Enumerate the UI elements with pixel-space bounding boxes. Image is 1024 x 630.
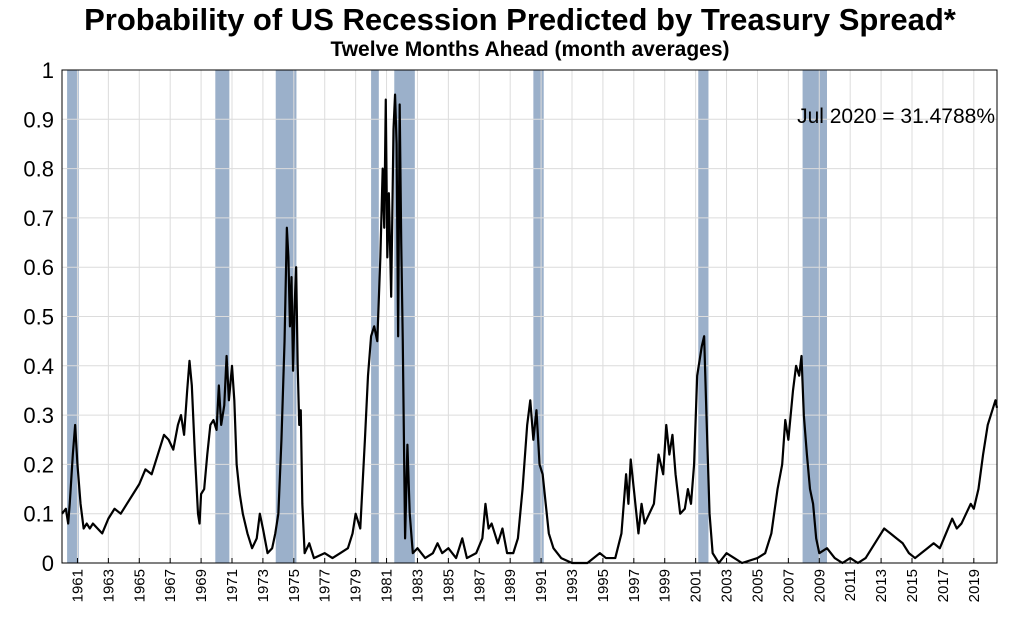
x-tick-label: 1983 (409, 569, 426, 602)
x-tick-label: 2001 (688, 569, 705, 602)
x-tick-label: 1967 (162, 569, 179, 602)
x-tick-label: 1961 (69, 569, 86, 602)
x-tick-label: 2011 (842, 569, 859, 601)
x-tick-label: 2005 (749, 569, 766, 602)
y-tick-label: 0.1 (23, 502, 54, 527)
y-tick-label: 0.9 (23, 107, 54, 132)
annotation: Jul 2020 = 31.4788% (797, 105, 995, 128)
x-tick-label: 1973 (255, 569, 272, 602)
x-tick-label: 1989 (502, 569, 519, 602)
x-tick-label: 1991 (533, 569, 550, 602)
x-tick-label: 1975 (286, 569, 303, 602)
x-tick-label: 1979 (348, 569, 365, 602)
plot-layer (61, 93, 999, 565)
x-tick-label: 1985 (440, 569, 457, 602)
x-tick-label: 1969 (193, 569, 210, 602)
plot-frame (61, 69, 998, 564)
y-tick-label: 0.4 (23, 354, 54, 379)
x-tick-label: 1981 (379, 569, 396, 602)
chart-title: Probability of US Recession Predicted by… (84, 2, 957, 37)
x-tick-label: 2015 (904, 569, 921, 602)
y-tick-label: 0.7 (23, 206, 54, 231)
chart-subtitle: Twelve Months Ahead (month averages) (330, 38, 729, 61)
y-tick-label: 0 (42, 551, 54, 576)
x-tick-label: 1995 (595, 569, 612, 602)
y-tick-label: 0.5 (23, 305, 54, 330)
x-tick-label: 2019 (966, 569, 983, 602)
x-tick-label: 2017 (935, 569, 952, 602)
y-tick-label: 0.2 (23, 452, 54, 477)
x-tick-label: 1963 (100, 569, 117, 602)
x-tick-label: 1993 (564, 569, 581, 602)
x-tick-label: 2003 (719, 569, 736, 602)
x-tick-label: 1977 (317, 569, 334, 602)
x-tick-label: 1997 (626, 569, 643, 602)
y-tick-label: 1 (42, 58, 54, 83)
x-tick-label: 2009 (811, 569, 828, 602)
y-tick-label: 0.3 (23, 403, 54, 428)
x-tick-label: 1999 (657, 569, 674, 602)
grid-layer: 0 0.1 0.2 0.3 0.4 0.5 0.6 0.7 0.8 0.9 1 1961 1963 196… (23, 58, 997, 602)
y-tick-label: 0.8 (23, 157, 54, 182)
x-tick-label: 1987 (471, 569, 488, 602)
x-tick-label: 2013 (873, 569, 890, 602)
y-tick-label: 0.6 (23, 255, 54, 280)
x-tick-label: 1965 (131, 569, 148, 602)
x-tick-label: 2007 (780, 569, 797, 602)
x-tick-label: 1971 (224, 569, 241, 602)
line-series (61, 93, 999, 565)
